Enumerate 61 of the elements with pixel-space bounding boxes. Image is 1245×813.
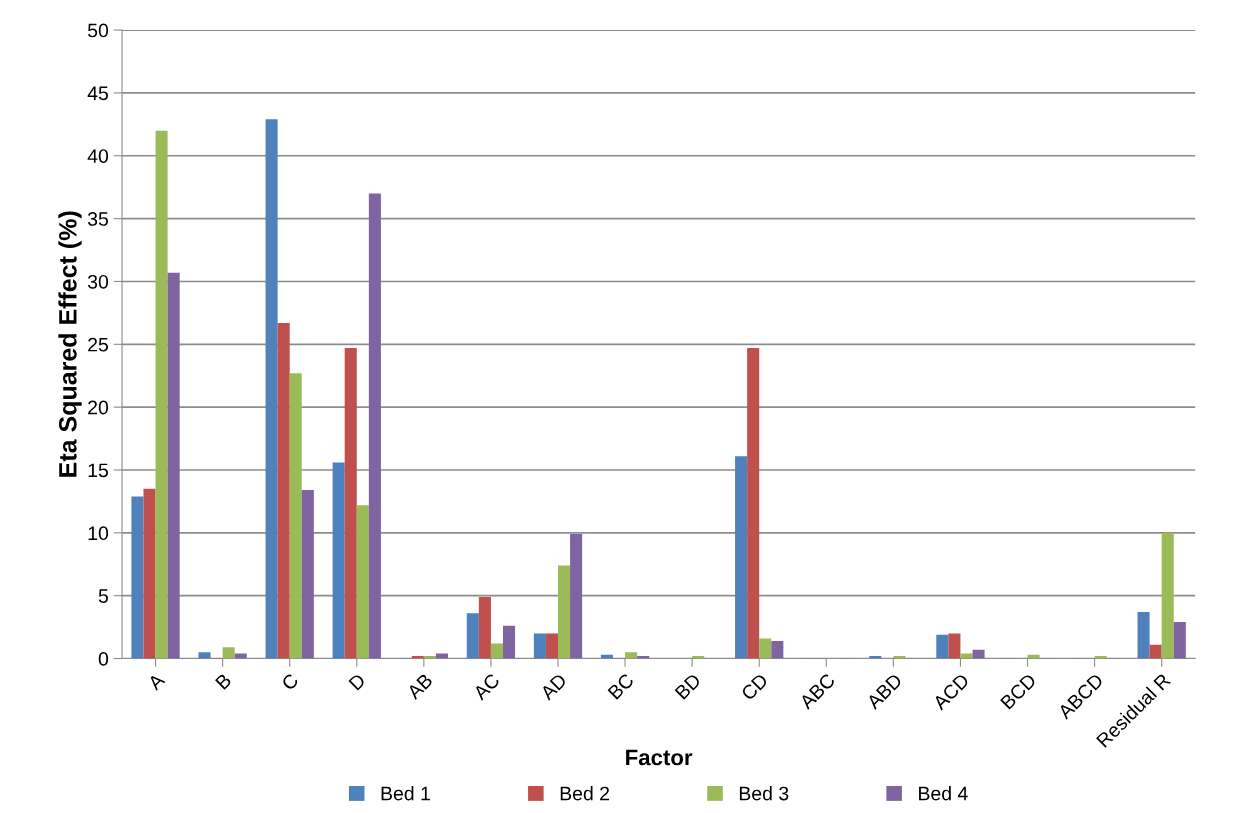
y-tick-label: 10 bbox=[88, 526, 109, 541]
y-tick-label: 50 bbox=[87, 23, 109, 38]
bar bbox=[478, 596, 491, 659]
bar bbox=[1137, 612, 1150, 659]
y-tick-label: 25 bbox=[88, 337, 108, 352]
bar bbox=[368, 193, 381, 659]
bar bbox=[344, 348, 357, 659]
bar bbox=[747, 348, 760, 659]
bar bbox=[1149, 644, 1162, 659]
bar bbox=[533, 633, 546, 659]
bar bbox=[155, 130, 168, 659]
bar bbox=[502, 625, 516, 659]
x-axis-title: Factor bbox=[626, 749, 693, 766]
bar bbox=[771, 640, 784, 659]
bar bbox=[735, 456, 748, 659]
bar bbox=[301, 490, 314, 659]
bar bbox=[167, 272, 180, 659]
y-tick-label: 30 bbox=[87, 274, 109, 289]
bar bbox=[466, 613, 479, 659]
y-tick-label: 15 bbox=[88, 463, 108, 478]
y-tick-label: 45 bbox=[87, 86, 108, 101]
legend-label: Bed 1 bbox=[381, 786, 430, 801]
bar bbox=[625, 652, 638, 659]
y-tick-label: 0 bbox=[98, 652, 109, 666]
y-tick-label: 40 bbox=[87, 149, 109, 164]
legend-label: Bed 4 bbox=[919, 786, 968, 801]
x-tick-label: BC bbox=[607, 672, 635, 700]
bar bbox=[131, 496, 144, 659]
bar bbox=[277, 322, 290, 659]
bar bbox=[570, 534, 583, 659]
bar bbox=[265, 119, 278, 659]
x-tick-label: BD bbox=[674, 672, 702, 700]
legend-label: Bed 2 bbox=[560, 786, 610, 801]
x-tick-label: A bbox=[146, 672, 166, 691]
bar bbox=[545, 633, 558, 659]
legend-label: Bed 3 bbox=[739, 786, 789, 801]
x-tick-label: C bbox=[280, 672, 300, 692]
bar bbox=[972, 649, 985, 659]
y-tick-label: 35 bbox=[87, 212, 108, 226]
x-tick-label: AD bbox=[539, 672, 568, 701]
x-tick-label: CD bbox=[740, 672, 769, 701]
y-tick-label: 20 bbox=[88, 400, 109, 415]
bar bbox=[222, 647, 235, 659]
bar bbox=[490, 643, 503, 659]
x-tick-label: B bbox=[215, 672, 232, 690]
bar bbox=[759, 638, 772, 659]
bar bbox=[332, 462, 345, 659]
bar bbox=[356, 505, 369, 659]
y-tick-label: 5 bbox=[98, 589, 108, 603]
bar bbox=[936, 634, 949, 659]
bar bbox=[557, 565, 571, 659]
bar bbox=[1173, 622, 1186, 659]
x-tick-label: AC bbox=[472, 672, 501, 701]
x-tick-label: D bbox=[348, 672, 367, 691]
x-tick-label: AB bbox=[406, 672, 434, 700]
bar bbox=[143, 488, 156, 659]
bar bbox=[289, 373, 302, 659]
bar bbox=[1161, 532, 1174, 659]
bar bbox=[198, 652, 211, 659]
bar bbox=[948, 633, 961, 659]
y-axis-title: Eta Squared Effect (%) bbox=[58, 211, 82, 477]
